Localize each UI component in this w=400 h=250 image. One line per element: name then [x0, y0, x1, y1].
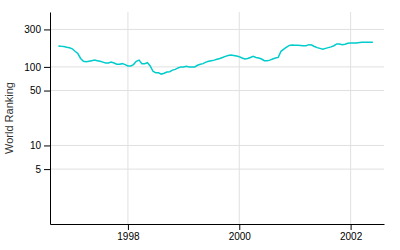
y-tick: 300	[24, 24, 50, 35]
y-tick-mark	[44, 29, 50, 30]
y-grid-line	[50, 145, 384, 146]
y-tick: 50	[30, 85, 50, 96]
y-axis-title: World Ranking	[3, 82, 15, 154]
y-grid-line	[50, 29, 384, 30]
y-tick: 10	[30, 140, 50, 151]
x-tick-mark	[128, 224, 129, 230]
x-grid-line	[350, 12, 351, 224]
x-tick-mark	[351, 224, 352, 230]
y-tick-label: 300	[24, 24, 41, 35]
x-tick-mark	[239, 224, 240, 230]
data-line	[58, 42, 373, 74]
x-tick: 1998	[117, 224, 140, 242]
x-grid-line	[127, 12, 128, 224]
y-tick-mark	[44, 145, 50, 146]
plot-area	[58, 42, 373, 74]
x-tick-label: 2002	[340, 231, 363, 242]
y-tick-mark	[44, 91, 50, 92]
y-grid-line	[50, 169, 384, 170]
x-tick: 2000	[229, 224, 252, 242]
y-tick-label: 50	[30, 85, 42, 96]
y-tick-mark	[44, 67, 50, 68]
y-tick-mark	[44, 169, 50, 170]
y-grid-line	[50, 66, 384, 67]
y-axis-line	[50, 13, 51, 225]
y-tick-label: 10	[30, 140, 42, 151]
chart: 1998 2000 2002 5 10 50 100 300 World Ranking	[0, 0, 400, 250]
x-tick-label: 1998	[117, 231, 140, 242]
y-tick-label: 100	[24, 62, 41, 73]
y-tick: 5	[35, 164, 50, 175]
x-tick: 2002	[340, 224, 363, 242]
x-axis-line	[51, 224, 385, 225]
y-tick-label: 5	[35, 164, 41, 175]
y-tick: 100	[24, 62, 50, 73]
x-grid-line	[239, 12, 240, 224]
grid	[50, 12, 384, 224]
x-tick-label: 2000	[229, 231, 252, 242]
y-grid-line	[50, 90, 384, 91]
x-axis: 1998 2000 2002	[51, 224, 385, 242]
y-axis: 5 10 50 100 300	[24, 13, 50, 225]
